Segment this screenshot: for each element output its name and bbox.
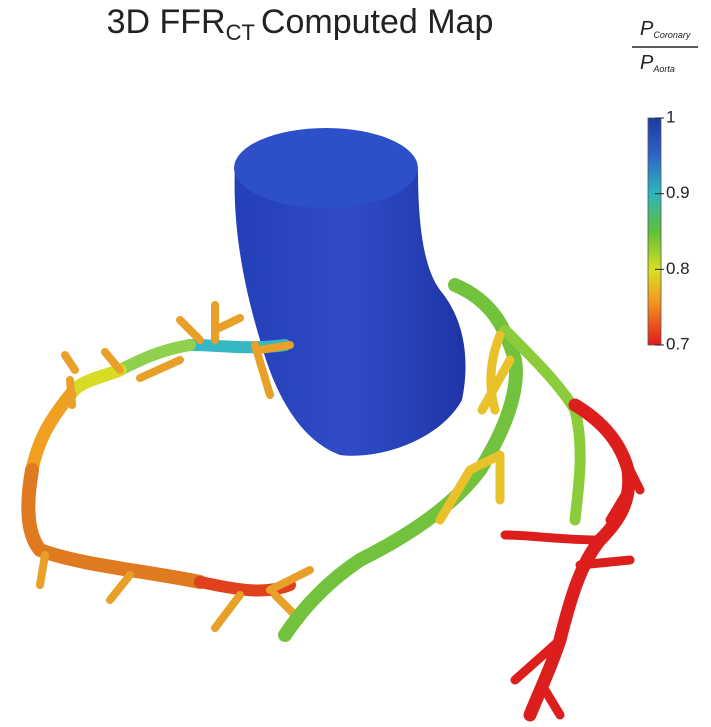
denominator-p: P: [640, 52, 654, 74]
numerator-subscript: Coronary: [653, 30, 691, 40]
denominator: PAorta: [640, 52, 675, 74]
tick-label: 1: [666, 107, 675, 126]
tick-label: 0.7: [666, 334, 690, 353]
title-rest: Computed Map: [261, 3, 493, 41]
denominator-subscript: Aorta: [652, 64, 675, 74]
numerator-p: P: [640, 18, 654, 40]
colorbar: [648, 118, 661, 345]
aorta-top: [234, 128, 418, 208]
vessel: [32, 395, 70, 470]
vessel: [28, 470, 200, 582]
numerator: PCoronary: [640, 18, 691, 40]
colorbar-label: PCoronary PAorta: [632, 18, 698, 74]
tick-label: 0.8: [666, 259, 690, 278]
aorta: [235, 165, 466, 456]
figure: 3D FFRCTComputed Map PCoronary PAorta 10…: [0, 0, 711, 727]
vessel: [70, 370, 120, 395]
coronary-render: [28, 128, 640, 715]
tick-label: 0.9: [666, 183, 690, 202]
title-main: 3D FFR: [107, 3, 226, 41]
title-subscript: CT: [226, 20, 255, 45]
